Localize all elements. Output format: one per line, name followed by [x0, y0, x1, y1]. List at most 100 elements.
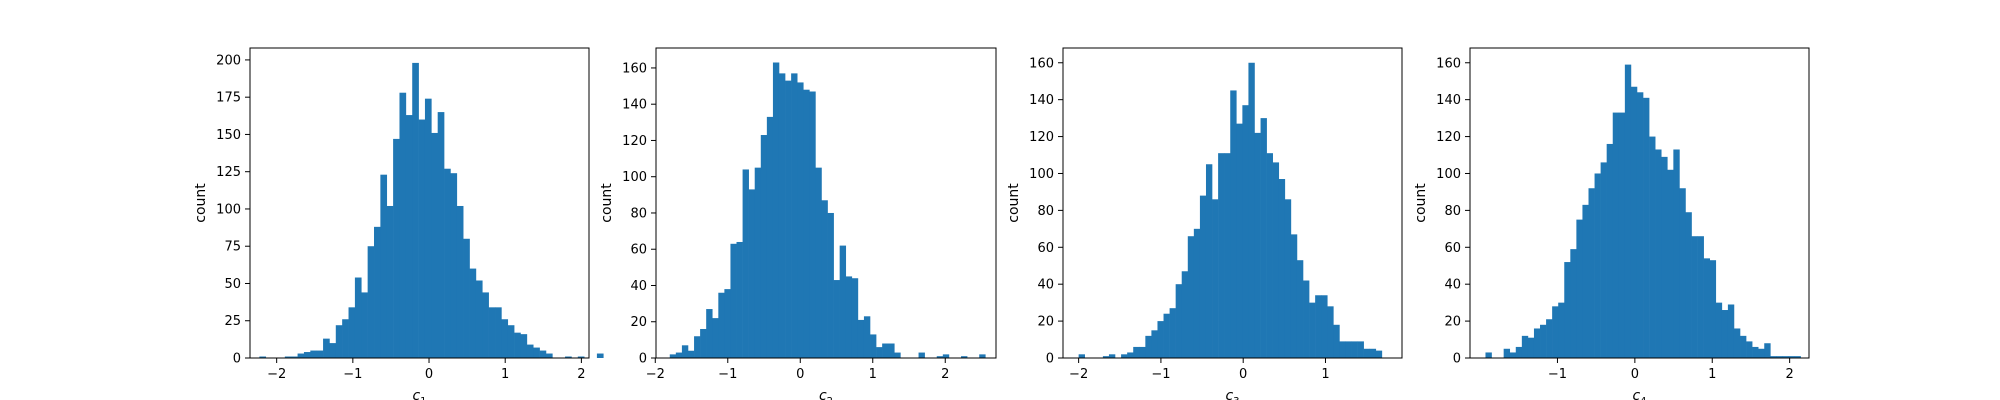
histogram-bar	[1794, 356, 1801, 358]
histogram-bar	[475, 280, 483, 358]
x-tick-label: 1	[1321, 367, 1329, 382]
histogram-bar	[772, 62, 780, 358]
histogram-bar	[681, 345, 689, 358]
histogram-bar	[839, 245, 847, 358]
histogram-bar	[754, 167, 762, 358]
histogram-bar	[766, 116, 774, 358]
histogram-bar	[863, 316, 871, 358]
histogram-bar	[431, 132, 438, 358]
x-tick-label: 0	[1631, 367, 1639, 382]
histogram-bar	[303, 352, 311, 358]
histogram-bar	[1121, 354, 1128, 358]
histogram-bar	[1703, 258, 1711, 358]
histogram-bar	[675, 352, 683, 358]
histogram-bar	[380, 174, 388, 358]
histogram-bar	[1503, 348, 1511, 358]
histogram-bar	[1309, 302, 1316, 358]
histogram-bar	[291, 356, 298, 358]
y-tick-label: 20	[1444, 315, 1461, 330]
histogram-bar	[418, 119, 426, 358]
histogram-bar	[1205, 164, 1213, 358]
histogram-bar	[1721, 310, 1729, 358]
histogram-bar	[1345, 341, 1352, 358]
y-axis-label: count	[193, 183, 209, 223]
histogram-bar	[687, 350, 695, 358]
histogram-bar	[405, 115, 413, 358]
histogram-bar	[1752, 346, 1759, 358]
histogram-bar	[1533, 328, 1541, 358]
histogram-bar	[482, 292, 489, 358]
y-tick-label: 60	[1444, 241, 1461, 256]
y-tick-label: 125	[216, 165, 241, 180]
histogram-bar	[1527, 337, 1535, 358]
histogram-bar	[791, 73, 798, 358]
histogram-bar	[1643, 97, 1650, 358]
histogram-bar	[520, 334, 528, 358]
histogram-bar	[1558, 302, 1565, 358]
histogram-bar	[399, 92, 407, 359]
histogram-bar	[1764, 343, 1771, 358]
histogram-bar	[1770, 356, 1777, 358]
y-tick-label: 100	[622, 170, 647, 185]
histogram-bar	[748, 189, 756, 358]
histogram-bar	[936, 356, 944, 358]
axes-frame	[1469, 47, 1810, 359]
histogram-bar	[1266, 153, 1273, 358]
histogram-bar	[596, 353, 604, 358]
histogram-c4: −1012020406080100120140160c4count	[1413, 47, 1810, 400]
histogram-bar	[1570, 249, 1577, 358]
bars	[1485, 64, 1801, 359]
y-tick-label: 40	[630, 279, 647, 294]
histogram-bar	[1685, 212, 1692, 358]
bars	[259, 62, 604, 359]
x-tick-label: −2	[1069, 367, 1088, 382]
y-tick-label: 80	[1444, 204, 1461, 219]
histogram-bar	[1782, 356, 1789, 358]
y-tick-label: 0	[1453, 352, 1461, 367]
x-axis-label-subscript: 4	[1640, 396, 1646, 400]
histogram-bar	[712, 318, 719, 358]
histogram-bar	[1509, 352, 1517, 358]
histogram-bar	[1145, 335, 1152, 358]
histogram-bar	[1218, 153, 1225, 358]
y-tick-label: 100	[1436, 167, 1461, 182]
histogram-bar	[894, 352, 901, 358]
histogram-bar	[533, 347, 540, 358]
histogram-bar	[888, 343, 895, 358]
histogram-bar	[1193, 228, 1201, 358]
bars	[669, 62, 986, 358]
x-axis-label: c3	[1225, 388, 1239, 400]
x-axis-label-base: c	[412, 388, 420, 400]
histogram-bar	[1606, 143, 1614, 358]
x-tick-label: 2	[577, 367, 585, 382]
histogram-bar	[694, 336, 701, 358]
y-tick-label: 120	[1029, 130, 1054, 145]
histogram-bar	[882, 343, 889, 358]
histogram-bar	[1139, 346, 1146, 358]
histogram-bar	[565, 356, 572, 358]
histogram-bar	[1552, 306, 1559, 358]
histogram-bar	[437, 112, 445, 358]
histogram-bar	[444, 168, 451, 358]
histogram-bar	[1600, 162, 1607, 358]
histogram-bar	[1127, 352, 1134, 358]
histogram-bar	[1740, 335, 1747, 358]
histogram-bar	[1727, 304, 1735, 358]
x-axis-label: c2	[819, 388, 833, 400]
histogram-bar	[1236, 123, 1243, 359]
y-tick-label: 175	[216, 91, 241, 106]
histogram-bar	[1588, 188, 1595, 358]
histogram-bar	[669, 354, 677, 358]
histogram-bar	[354, 277, 362, 358]
histogram-bar	[412, 62, 419, 359]
histogram-bar	[1321, 295, 1328, 358]
histogram-bar	[918, 352, 925, 358]
histogram-bar	[1576, 219, 1583, 358]
histogram-bar	[335, 325, 343, 358]
histogram-bar	[1375, 350, 1383, 358]
x-tick-label: 1	[501, 367, 509, 382]
histogram-bar	[316, 350, 324, 358]
histogram-bar	[1655, 149, 1662, 358]
histogram-bar	[495, 307, 502, 358]
